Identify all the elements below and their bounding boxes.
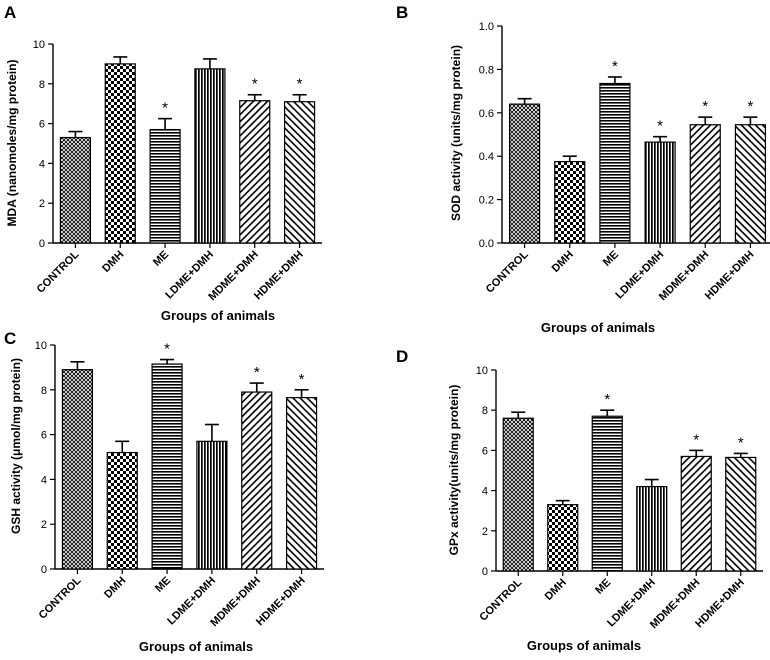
significance-marker: * (297, 76, 303, 93)
y-tick-label: 8 (482, 405, 488, 417)
y-tick-label: 4 (482, 486, 488, 498)
bar (151, 363, 183, 570)
panel-b: B SOD activity (units/mg protein) Groups… (396, 3, 770, 335)
y-tick-label: 0 (482, 566, 488, 578)
bar (196, 440, 228, 570)
bar (680, 455, 712, 572)
y-tick-label: 2 (41, 519, 47, 531)
bar (61, 369, 94, 570)
significance-marker: * (162, 100, 168, 117)
significance-marker: * (612, 58, 618, 75)
y-tick-label: 0.0 (479, 238, 494, 250)
significance-marker: * (252, 76, 258, 93)
bar (285, 397, 318, 570)
x-tick-label: ME (153, 575, 173, 595)
bar (149, 128, 181, 244)
x-tick-label: ME (601, 249, 621, 269)
panel-d: D GPx activity(units/mg protein) Groups … (396, 347, 763, 653)
bar (734, 124, 767, 244)
y-tick-label: 2 (39, 198, 45, 210)
bar (502, 417, 534, 572)
bar (725, 456, 757, 572)
x-tick-label: CONTROL (484, 248, 531, 295)
y-axis-label: GSH activity (μmol/mg protein) (9, 358, 23, 534)
y-tick-label: 6 (41, 430, 47, 442)
panel-letter: B (396, 3, 408, 22)
bar (283, 101, 316, 244)
x-tick-label: DMH (550, 249, 576, 275)
y-tick-label: 4 (41, 474, 47, 486)
y-tick-label: 0.4 (479, 151, 494, 163)
x-tick-label: ME (151, 249, 171, 269)
significance-marker: * (747, 98, 753, 115)
bar (239, 100, 271, 244)
y-tick-label: 10 (35, 340, 47, 352)
bar (59, 136, 92, 244)
y-tick-label: 0.8 (479, 64, 494, 76)
significance-marker: * (299, 371, 305, 388)
y-tick-label: 6 (39, 119, 45, 131)
y-tick-label: 8 (39, 79, 45, 91)
y-tick-label: 0 (39, 238, 45, 250)
y-tick-label: 0 (41, 564, 47, 576)
x-tick-label: DMH (102, 575, 128, 601)
y-tick-label: 10 (476, 365, 488, 377)
bar (104, 63, 136, 244)
significance-marker: * (254, 364, 260, 381)
x-axis-label: Groups of animals (527, 638, 641, 653)
panel-c: C GSH activity (μmol/mg protein) Groups … (4, 329, 324, 654)
bar (644, 141, 676, 244)
significance-marker: * (693, 431, 699, 448)
x-tick-label: CONTROL (35, 248, 82, 295)
bar (636, 485, 668, 572)
bar (591, 415, 623, 572)
bar (599, 82, 631, 244)
bar (106, 451, 138, 570)
y-tick-label: 8 (41, 385, 47, 397)
panel-letter: C (4, 329, 16, 348)
bar (508, 103, 541, 244)
significance-marker: * (164, 341, 170, 358)
bar (547, 504, 579, 572)
x-axis-label: Groups of animals (541, 320, 655, 335)
panel-letter: A (4, 3, 16, 22)
x-tick-label: CONTROL (37, 574, 84, 621)
y-tick-label: 0.6 (479, 108, 494, 120)
x-tick-label: HDME+DMH (703, 249, 757, 303)
y-tick-label: 1.0 (479, 21, 494, 33)
y-tick-label: 10 (33, 39, 45, 51)
significance-marker: * (702, 98, 708, 115)
bar (241, 391, 273, 570)
x-axis-label: Groups of animals (161, 308, 275, 323)
significance-marker: * (657, 118, 663, 135)
panel-a: A MDA (nanomoles/mg protein) Groups of a… (4, 3, 322, 323)
panel-letter: D (396, 347, 408, 366)
y-axis-label: SOD activity (units/mg protein) (449, 45, 463, 221)
y-tick-label: 2 (482, 526, 488, 538)
x-tick-label: DMH (543, 577, 569, 603)
x-tick-label: DMH (100, 249, 126, 275)
significance-marker: * (604, 391, 610, 408)
y-axis-label: GPx activity(units/mg protein) (447, 385, 461, 556)
bar (554, 161, 586, 244)
bar (194, 68, 226, 244)
bar (689, 124, 721, 244)
significance-marker: * (738, 434, 744, 451)
y-axis-label: MDA (nanomoles/mg protein) (5, 60, 19, 227)
y-tick-label: 4 (39, 158, 45, 170)
x-tick-label: CONTROL (477, 576, 524, 623)
y-tick-label: 6 (482, 445, 488, 457)
x-axis-label: Groups of animals (139, 639, 253, 654)
x-tick-label: ME (593, 577, 613, 597)
y-tick-label: 0.2 (479, 195, 494, 207)
